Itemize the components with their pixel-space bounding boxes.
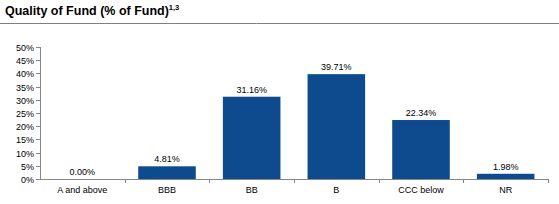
- x-tick: [125, 179, 126, 183]
- y-tick-label: 40%: [16, 69, 34, 79]
- bar: [477, 174, 535, 179]
- x-tick: [463, 179, 464, 183]
- page: {"chart_data": {"type": "bar", "title": …: [0, 0, 559, 204]
- y-tick: [36, 60, 40, 61]
- data-label: 4.81%: [154, 154, 180, 164]
- y-tick: [36, 113, 40, 114]
- x-tick: [294, 179, 295, 183]
- x-tick-label: BB: [246, 185, 258, 195]
- title-text: Quality of Fund (% of Fund): [5, 4, 169, 18]
- y-tick-label: 15%: [16, 135, 34, 145]
- y-tick-label: 25%: [16, 109, 34, 119]
- y-tick-label: 10%: [16, 149, 34, 159]
- x-tick: [379, 179, 380, 183]
- data-label: 31.16%: [236, 85, 267, 95]
- y-tick: [36, 166, 40, 167]
- data-label: 0.00%: [70, 167, 96, 177]
- y-tick: [36, 47, 40, 48]
- y-tick: [36, 87, 40, 88]
- bar: [138, 166, 196, 179]
- y-tick-label: 45%: [16, 56, 34, 66]
- y-tick-label: 30%: [16, 96, 34, 106]
- x-tick-label: BBB: [158, 185, 176, 195]
- x-tick-label: CCC below: [398, 185, 444, 195]
- x-tick: [209, 179, 210, 183]
- background: [0, 0, 559, 204]
- bar: [54, 179, 112, 180]
- title: Quality of Fund (% of Fund)1,3: [5, 3, 179, 18]
- y-tick: [36, 179, 40, 180]
- data-label: 39.71%: [321, 62, 352, 72]
- bar: [392, 120, 450, 179]
- y-tick-label: 35%: [16, 83, 34, 93]
- y-tick-label: 0%: [21, 175, 34, 185]
- bar: [223, 97, 281, 179]
- title-superscript: 1,3: [169, 3, 179, 12]
- y-tick-label: 20%: [16, 122, 34, 132]
- y-tick-label: 5%: [21, 162, 34, 172]
- y-tick: [36, 73, 40, 74]
- y-tick: [36, 126, 40, 127]
- chart: Quality of Fund (% of Fund)1,3 0% 5% 10% 15%…: [0, 0, 559, 204]
- bar: [308, 74, 366, 179]
- data-label: 1.98%: [493, 162, 519, 172]
- y-axis: [40, 47, 41, 179]
- title-rule: [0, 23, 559, 24]
- y-tick: [36, 100, 40, 101]
- x-tick-label: A and above: [57, 185, 107, 195]
- x-tick: [548, 179, 549, 183]
- y-tick: [36, 153, 40, 154]
- bars: [138, 74, 534, 179]
- x-tick-label: NR: [499, 185, 512, 195]
- y-tick-label: 50%: [16, 43, 34, 53]
- y-tick: [36, 139, 40, 140]
- x-tick-label: B: [333, 185, 339, 195]
- data-label: 22.34%: [406, 108, 437, 118]
